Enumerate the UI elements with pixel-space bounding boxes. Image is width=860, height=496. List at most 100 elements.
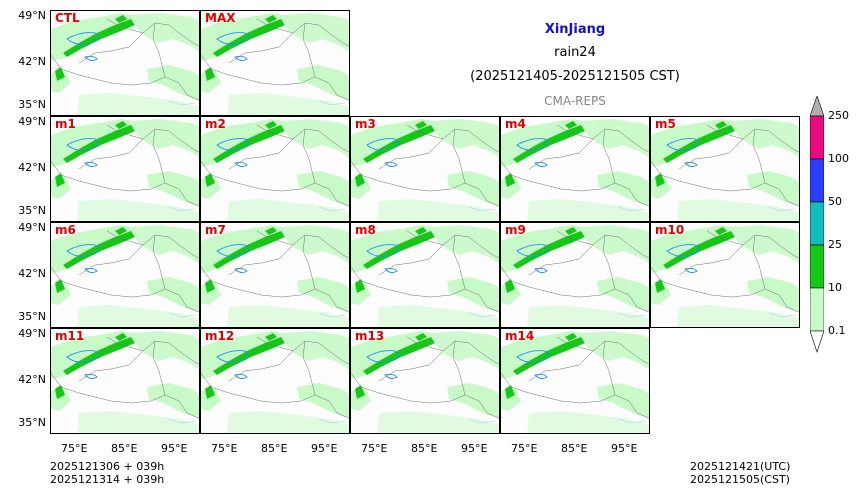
boundary-lines xyxy=(51,124,199,207)
panel-label: m14 xyxy=(505,329,535,343)
boundary-lines xyxy=(201,18,349,101)
lat-label: 42°N xyxy=(18,161,46,174)
map-model-title: CMA-REPS xyxy=(544,94,606,108)
boundary-lines xyxy=(51,18,199,101)
map-panel-m7: m7 xyxy=(200,222,350,328)
colorbar-bin-25-50 xyxy=(810,201,824,246)
colorbar-bin-10-25 xyxy=(810,244,824,289)
boundary-lines xyxy=(201,230,349,313)
colorbar-label: 25 xyxy=(828,238,842,251)
lon-label: 75°E xyxy=(211,442,238,455)
river-lines xyxy=(468,418,496,424)
precip-map xyxy=(51,331,199,433)
colorbar-label: 250 xyxy=(828,109,849,122)
lat-label: 49°N xyxy=(18,9,46,22)
river-lines xyxy=(468,206,496,212)
colorbar xyxy=(810,96,824,353)
precip-map xyxy=(501,331,649,433)
precip-map xyxy=(201,331,349,433)
lon-label: 95°E xyxy=(161,442,188,455)
river-lines xyxy=(768,312,796,318)
panel-label: m12 xyxy=(205,329,235,343)
river-lines xyxy=(318,100,346,106)
boundary-lines xyxy=(651,124,799,207)
river-lines xyxy=(768,206,796,212)
lon-label: 85°E xyxy=(411,442,438,455)
colorbar-bin-0.1-10 xyxy=(810,287,824,332)
lon-label: 75°E xyxy=(61,442,88,455)
panel-label: m2 xyxy=(205,117,226,131)
map-period-title: (2025121405-2025121505 CST) xyxy=(470,69,680,84)
precip-map xyxy=(501,119,649,221)
map-variable-title: rain24 xyxy=(554,45,596,60)
precip-map xyxy=(51,119,199,221)
init-time-utc: 2025121306 + 039h xyxy=(50,460,165,473)
panel-label: m1 xyxy=(55,117,76,131)
boundary-lines xyxy=(501,336,649,419)
map-panel-m13: m13 xyxy=(350,328,500,434)
precip-map xyxy=(51,13,199,115)
lat-label: 49°N xyxy=(18,115,46,128)
map-panel-m9: m9 xyxy=(500,222,650,328)
lon-label: 85°E xyxy=(111,442,138,455)
panel-label: m9 xyxy=(505,223,526,237)
boundary-lines xyxy=(351,336,499,419)
panel-label: m11 xyxy=(55,329,85,343)
map-panel-m8: m8 xyxy=(350,222,500,328)
map-panel-m2: m2 xyxy=(200,116,350,222)
precip-map xyxy=(501,225,649,327)
boundary-lines xyxy=(501,230,649,313)
boundary-lines xyxy=(201,124,349,207)
map-panel-m5: m5 xyxy=(650,116,800,222)
panel-label: m4 xyxy=(505,117,526,131)
boundary-lines xyxy=(201,336,349,419)
panel-label: m13 xyxy=(355,329,385,343)
colorbar-label: 0.1 xyxy=(828,324,846,337)
map-panel-m10: m10 xyxy=(650,222,800,328)
colorbar-label: 10 xyxy=(828,281,842,294)
map-panel-m4: m4 xyxy=(500,116,650,222)
lon-label: 95°E xyxy=(461,442,488,455)
lat-label: 49°N xyxy=(18,327,46,340)
lat-label: 42°N xyxy=(18,373,46,386)
precip-map xyxy=(201,225,349,327)
colorbar-label: 100 xyxy=(828,152,849,165)
panel-label: CTL xyxy=(55,11,80,25)
precip-map xyxy=(201,119,349,221)
river-lines xyxy=(318,418,346,424)
lat-label: 35°N xyxy=(18,204,46,217)
lon-label: 75°E xyxy=(361,442,388,455)
panel-label: m3 xyxy=(355,117,376,131)
map-panel-m11: m11 xyxy=(50,328,200,434)
lon-label: 95°E xyxy=(611,442,638,455)
boundary-lines xyxy=(351,124,499,207)
lat-label: 35°N xyxy=(18,310,46,323)
precip-map xyxy=(51,225,199,327)
river-lines xyxy=(168,206,196,212)
valid-time-cst: 2025121505(CST) xyxy=(690,473,790,486)
lat-label: 42°N xyxy=(18,267,46,280)
lat-label: 35°N xyxy=(18,416,46,429)
river-lines xyxy=(618,312,646,318)
precip-map xyxy=(201,13,349,115)
river-lines xyxy=(318,312,346,318)
lon-label: 85°E xyxy=(261,442,288,455)
precip-map xyxy=(651,225,799,327)
boundary-lines xyxy=(351,230,499,313)
precip-map xyxy=(351,225,499,327)
lon-label: 75°E xyxy=(511,442,538,455)
map-region-title: XinJiang xyxy=(544,22,606,37)
boundary-lines xyxy=(51,230,199,313)
init-time-cst: 2025121314 + 039h xyxy=(50,473,165,486)
river-lines xyxy=(168,418,196,424)
panel-label: m6 xyxy=(55,223,76,237)
panel-label: m10 xyxy=(655,223,685,237)
light-rain-area xyxy=(201,119,349,221)
map-panel-m6: m6 xyxy=(50,222,200,328)
colorbar-label: 50 xyxy=(828,195,842,208)
river-lines xyxy=(168,100,196,106)
colorbar-max-extend xyxy=(810,96,824,117)
river-lines xyxy=(618,418,646,424)
lon-label: 95°E xyxy=(311,442,338,455)
valid-time-utc: 2025121421(UTC) xyxy=(690,460,791,473)
